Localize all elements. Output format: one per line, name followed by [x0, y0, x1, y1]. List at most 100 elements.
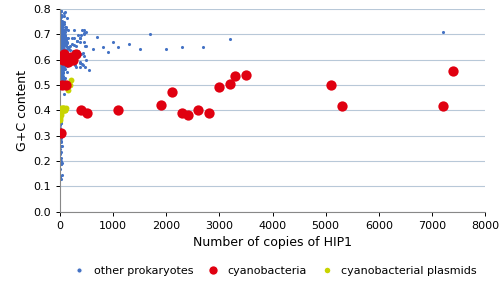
- Point: [56, 66, 64, 71]
- Point: [157, 103, 165, 108]
- Point: [58, 50, 66, 55]
- Point: [64, 28, 72, 32]
- Point: [58, 34, 66, 39]
- Point: [60, 34, 68, 38]
- Point: [56, 29, 64, 34]
- Point: [58, 143, 66, 148]
- Point: [60, 27, 68, 32]
- Legend: other prokaryotes, cyanobacteria, cyanobacterial plasmids: other prokaryotes, cyanobacteria, cyanob…: [64, 262, 482, 281]
- Point: [78, 62, 86, 67]
- Point: [56, 66, 64, 70]
- Point: [58, 57, 66, 61]
- Point: [58, 34, 66, 39]
- Point: [82, 44, 90, 49]
- Point: [56, 44, 64, 48]
- Point: [56, 61, 64, 66]
- Point: [56, 30, 64, 35]
- Point: [64, 36, 72, 41]
- Point: [62, 36, 70, 41]
- Point: [82, 58, 90, 63]
- Point: [61, 43, 69, 48]
- X-axis label: Number of copies of HIP1: Number of copies of HIP1: [193, 236, 352, 249]
- Point: [76, 65, 84, 69]
- Point: [242, 72, 250, 77]
- Point: [178, 44, 186, 49]
- Point: [66, 52, 74, 56]
- Point: [57, 36, 65, 41]
- Point: [66, 56, 74, 61]
- Point: [57, 74, 65, 79]
- Point: [56, 48, 64, 52]
- Point: [58, 29, 66, 34]
- Point: [58, 45, 66, 50]
- Point: [60, 14, 68, 18]
- Point: [57, 108, 65, 113]
- Point: [58, 57, 66, 62]
- Point: [58, 54, 66, 58]
- Point: [57, 38, 65, 43]
- Point: [82, 44, 90, 48]
- Point: [71, 63, 79, 68]
- Point: [62, 40, 70, 44]
- Point: [57, 51, 65, 56]
- Point: [58, 41, 66, 46]
- Point: [58, 45, 66, 49]
- Point: [194, 108, 202, 113]
- Point: [70, 28, 78, 32]
- Point: [76, 60, 84, 65]
- Point: [57, 35, 65, 39]
- Point: [58, 63, 66, 68]
- Point: [57, 19, 65, 24]
- Point: [56, 22, 64, 26]
- Point: [56, 137, 64, 142]
- Point: [64, 88, 72, 92]
- Point: [56, 36, 64, 40]
- Point: [232, 74, 239, 78]
- Point: [56, 152, 64, 156]
- Point: [60, 49, 68, 54]
- Point: [58, 39, 66, 44]
- Point: [438, 29, 446, 34]
- Point: [78, 28, 86, 33]
- Point: [136, 47, 143, 52]
- Point: [59, 45, 67, 50]
- Point: [58, 48, 66, 53]
- Point: [62, 52, 70, 57]
- Point: [77, 32, 85, 37]
- Point: [64, 46, 72, 51]
- Point: [66, 77, 74, 82]
- Point: [56, 52, 64, 57]
- Point: [60, 58, 68, 63]
- Point: [60, 49, 68, 53]
- Point: [62, 25, 70, 30]
- Point: [60, 49, 68, 54]
- Point: [59, 46, 67, 50]
- Point: [56, 30, 64, 34]
- Point: [56, 36, 64, 41]
- Point: [60, 67, 68, 72]
- Point: [58, 51, 66, 56]
- Point: [56, 111, 64, 115]
- Point: [56, 123, 64, 128]
- Point: [56, 43, 64, 48]
- Point: [56, 20, 64, 25]
- Point: [57, 121, 65, 126]
- Point: [56, 21, 64, 26]
- Point: [56, 9, 64, 14]
- Point: [62, 16, 70, 21]
- Point: [58, 20, 66, 24]
- Point: [62, 59, 70, 64]
- Point: [59, 34, 67, 38]
- Point: [58, 160, 66, 165]
- Point: [60, 37, 68, 42]
- Point: [62, 54, 70, 58]
- Point: [327, 83, 335, 87]
- Point: [57, 131, 65, 136]
- Point: [57, 176, 65, 181]
- Point: [60, 59, 68, 64]
- Point: [56, 174, 64, 179]
- Point: [57, 14, 65, 19]
- Point: [56, 62, 64, 66]
- Point: [226, 81, 234, 86]
- Point: [56, 25, 64, 30]
